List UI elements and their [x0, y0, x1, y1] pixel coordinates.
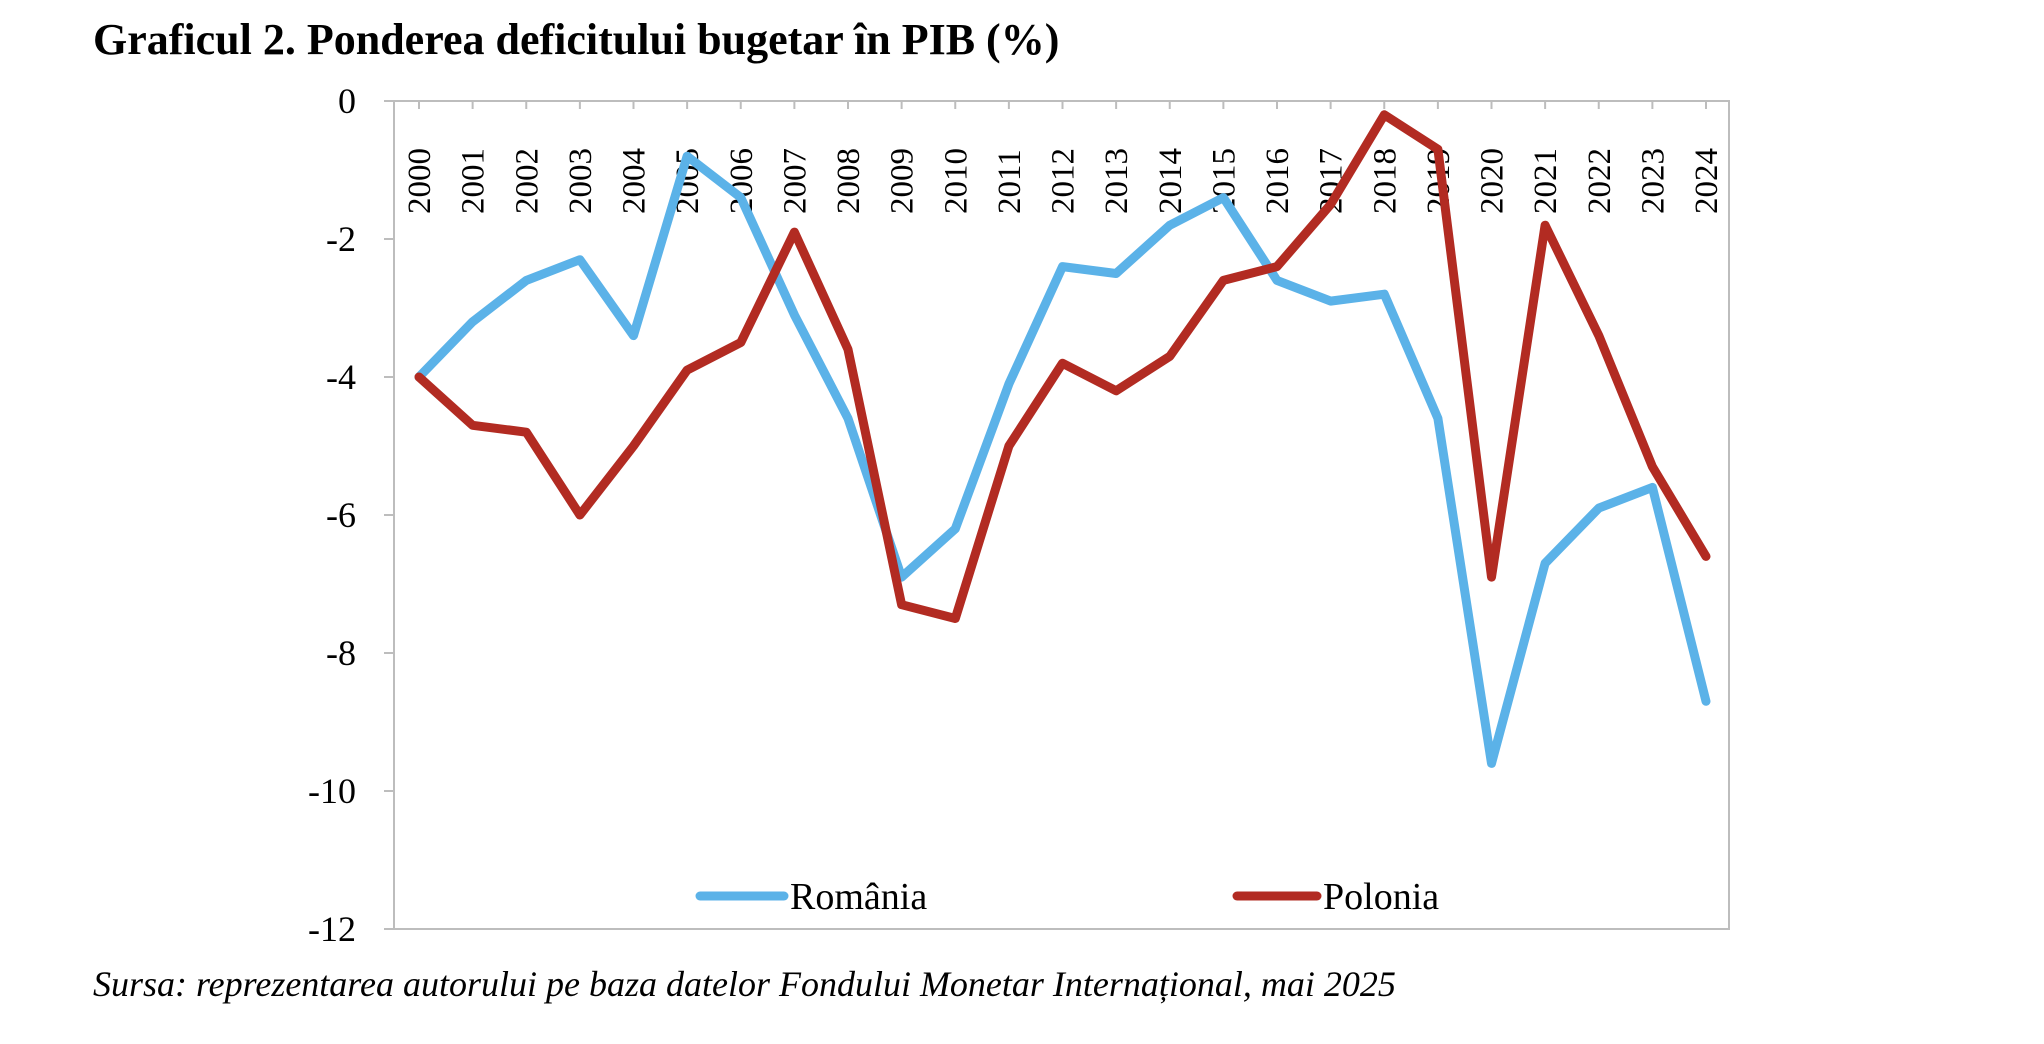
- y-tick-label: -10: [308, 771, 356, 811]
- x-tick-label: 2001: [456, 148, 492, 214]
- legend: România Polonia: [695, 876, 1439, 918]
- x-tick-label: 2023: [1635, 148, 1671, 214]
- x-tick-label: 2022: [1582, 148, 1618, 214]
- series-lines: [414, 110, 1711, 768]
- legend-label-1: Polonia: [1323, 876, 1439, 918]
- x-tick-label: 2016: [1260, 148, 1296, 214]
- x-tick-label: 2013: [1099, 148, 1135, 214]
- x-tick-label: 2014: [1153, 148, 1189, 214]
- source-note: Sursa: reprezentarea autorului pe baza d…: [93, 964, 1396, 1004]
- x-tick-label: 2018: [1367, 148, 1403, 214]
- x-axis-ticks: 2000 2001 2002 2003 2004 2005 2006 2007 2008 2009…: [402, 101, 1725, 214]
- y-tick-label: 0: [338, 81, 356, 121]
- y-tick-label: -4: [326, 357, 356, 397]
- x-tick-label: 2009: [885, 148, 921, 214]
- y-tick-label: -12: [308, 909, 356, 949]
- plot-area-frame: [393, 100, 1730, 930]
- x-tick-label: 2020: [1475, 148, 1511, 214]
- x-tick-label: 2004: [617, 148, 653, 214]
- x-tick-label: 2007: [777, 148, 813, 214]
- x-tick-label: 2010: [938, 148, 974, 214]
- y-axis-ticks: 0 -2 -4 -6 -8 -10 -12: [308, 81, 394, 949]
- x-tick-label: 2008: [831, 148, 867, 214]
- y-tick-label: -6: [326, 495, 356, 535]
- y-tick-label: -2: [326, 219, 356, 259]
- x-tick-label: 2003: [563, 148, 599, 214]
- x-tick-label: 2000: [402, 148, 438, 214]
- x-tick-label: 2012: [1046, 148, 1082, 214]
- x-tick-label: 2021: [1528, 148, 1564, 214]
- y-tick-label: -8: [326, 633, 356, 673]
- x-tick-label: 2024: [1689, 148, 1725, 214]
- x-tick-label: 2011: [992, 149, 1028, 214]
- legend-label-0: România: [790, 876, 927, 918]
- chart-title: Graficul 2. Ponderea deficitului bugetar…: [93, 15, 1060, 64]
- x-tick-label: 2002: [509, 148, 545, 214]
